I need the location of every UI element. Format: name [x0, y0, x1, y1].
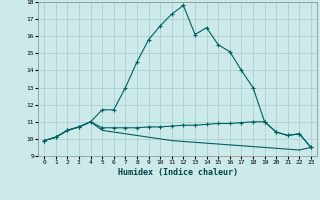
X-axis label: Humidex (Indice chaleur): Humidex (Indice chaleur) [118, 168, 238, 177]
